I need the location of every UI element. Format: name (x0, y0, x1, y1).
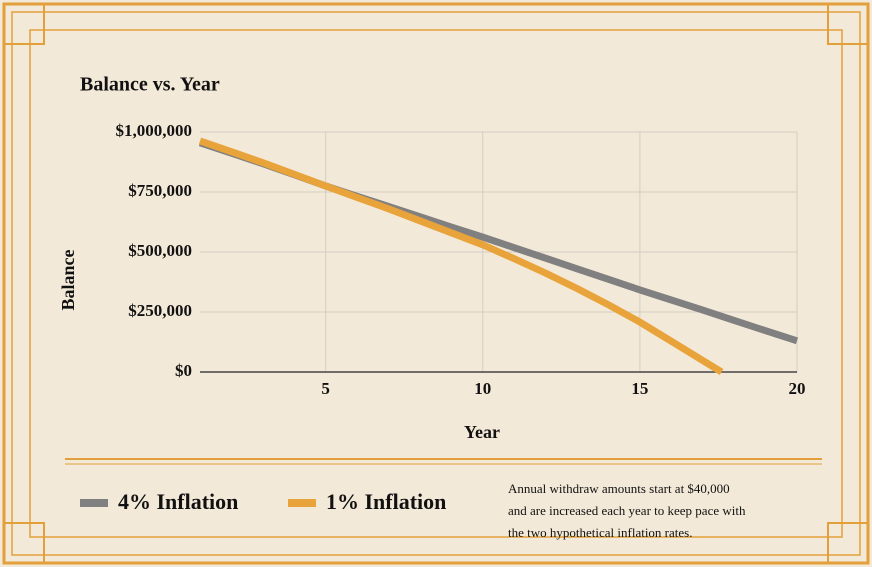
x-tick-label: 5 (321, 379, 330, 398)
x-tick-label: 15 (631, 379, 648, 398)
y-tick-label: $250,000 (128, 301, 192, 320)
series-line (200, 141, 722, 372)
plot-area: $0 $250,000 $500,000 $750,000 $1,000,000 5 10 1… (116, 121, 806, 398)
y-tick-label: $750,000 (128, 181, 192, 200)
note-line: the two hypothetical inflation rates. (508, 525, 692, 540)
note-line: and are increased each year to keep pace… (508, 503, 746, 518)
legend-swatch (80, 499, 108, 507)
y-tick-label: $0 (175, 361, 192, 380)
legend: 4% Inflation 1% Inflation (80, 489, 446, 514)
x-tick-label: 20 (789, 379, 806, 398)
chart: Balance vs. Year Year Balance $0 $250,000… (0, 0, 872, 567)
note-line: Annual withdraw amounts start at $40,000 (508, 481, 730, 496)
chart-title: Balance vs. Year (80, 74, 220, 96)
x-axis-label: Year (464, 422, 500, 442)
legend-swatch (288, 499, 316, 507)
legend-label: 4% Inflation (118, 489, 238, 514)
x-tick-label: 10 (474, 379, 491, 398)
y-axis-label: Balance (58, 249, 78, 310)
y-tick-label: $1,000,000 (116, 121, 193, 140)
legend-label: 1% Inflation (326, 489, 446, 514)
y-tick-label: $500,000 (128, 241, 192, 260)
page: {"chart_data": { "type": "line", "title"… (0, 0, 872, 567)
